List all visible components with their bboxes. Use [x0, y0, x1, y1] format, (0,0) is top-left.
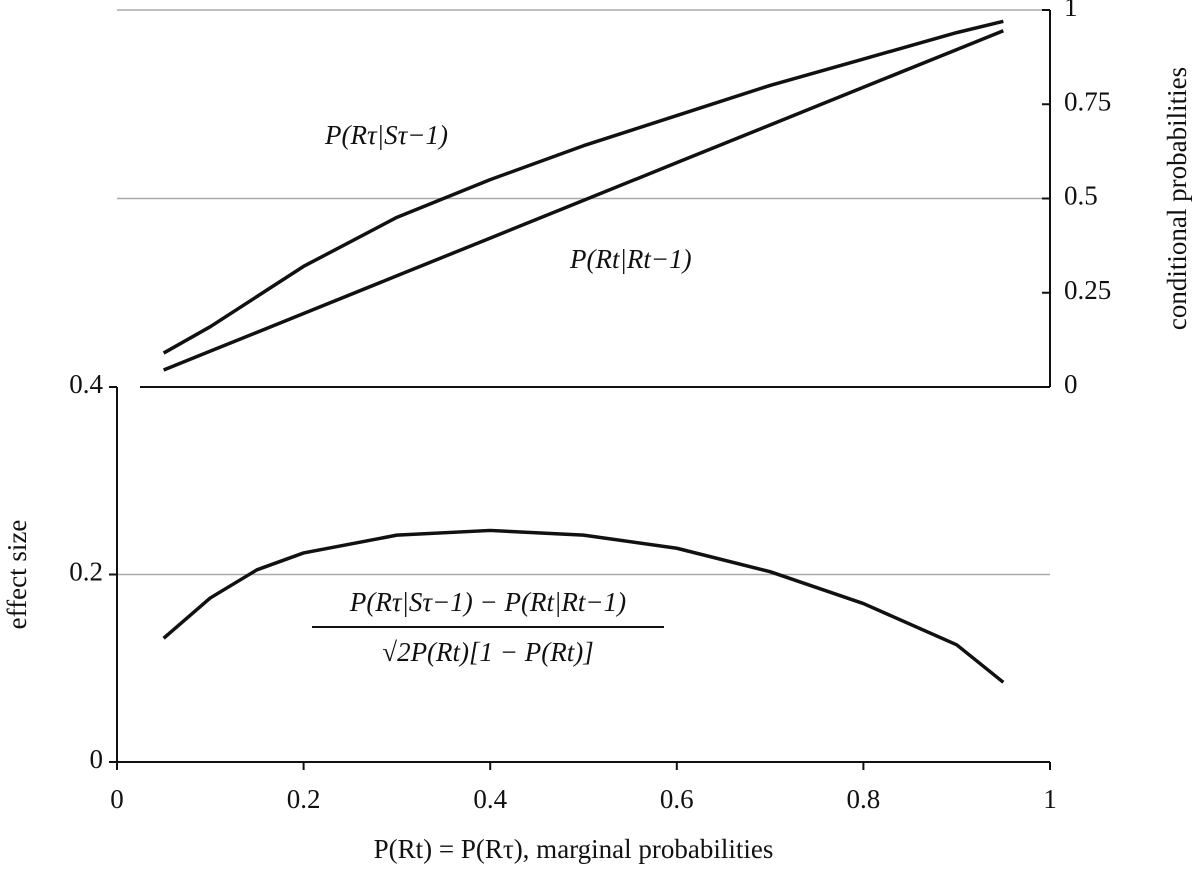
y-tick-label: 0.75: [1064, 86, 1111, 116]
x-tick-label: 0: [110, 784, 124, 814]
series-label: P(Rt|Rt−1): [569, 244, 692, 274]
x-tick-label: 1: [1043, 784, 1057, 814]
formula-denominator: √2P(Rt)[1 − P(Rt)]: [382, 637, 594, 667]
y-axis-label: effect size: [2, 520, 32, 630]
formula-numerator: P(Rτ|Sτ−1) − P(Rt|Rt−1): [349, 587, 626, 617]
x-tick-label: 0.2: [287, 784, 321, 814]
y-tick-label: 0.5: [1064, 181, 1098, 211]
y-tick-label: 1: [1064, 0, 1078, 22]
y-axis-label: conditional probabilities: [1162, 67, 1192, 330]
line-series: [162, 29, 1005, 372]
y-tick-label: 0.25: [1064, 275, 1111, 305]
y-tick-label: 0.4: [69, 369, 103, 399]
series-label: P(Rτ|Sτ−1): [324, 120, 448, 150]
y-tick-label: 0.2: [69, 557, 103, 587]
line-series: [162, 19, 1004, 355]
x-tick-label: 0.6: [660, 784, 694, 814]
x-axis-label: P(Rt) = P(Rτ), marginal probabilities: [374, 834, 774, 864]
y-tick-label: 0: [1064, 369, 1078, 399]
x-tick-label: 0.4: [473, 784, 507, 814]
line-series: [162, 528, 1005, 684]
x-tick-label: 0.8: [847, 784, 881, 814]
y-tick-label: 0: [90, 744, 104, 774]
